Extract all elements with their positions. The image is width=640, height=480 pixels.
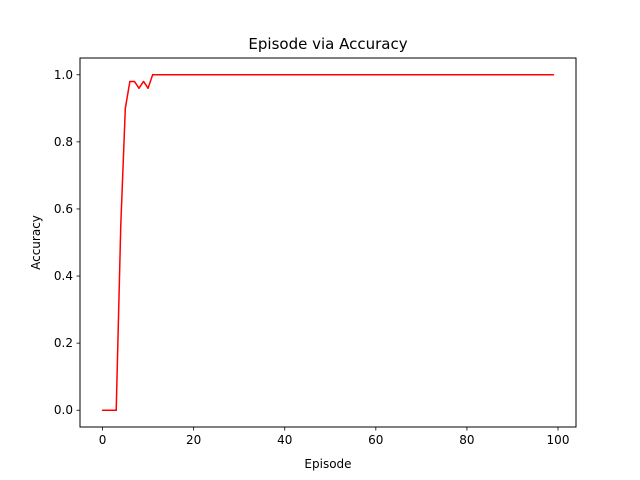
plot-area [101,74,555,411]
y-tick-label: 0.8 [54,135,73,149]
data-point [552,74,555,76]
data-point [142,80,145,83]
x-tick-label: 100 [547,433,570,447]
x-tick-label: 60 [368,433,383,447]
y-tick-label: 0.2 [54,336,73,350]
data-point [101,409,104,411]
data-point [110,409,113,411]
data-point [124,107,127,110]
x-axis-label: Episode [304,457,351,471]
data-point [120,224,122,227]
y-tick-label: 0.6 [54,202,73,216]
y-tick-label: 0.0 [54,403,73,417]
x-tick-label: 40 [277,433,292,447]
data-point [129,80,131,83]
data-point [138,87,140,89]
data-point [151,74,154,76]
x-tick-label: 20 [186,433,201,447]
x-axis: 0 20 40 60 80 100 [99,427,570,447]
y-axis: 0.0 0.2 0.4 0.6 0.8 1.0 [54,68,80,417]
data-point [115,409,117,411]
y-axis-label: Accuracy [29,215,43,270]
x-tick-label: 80 [459,433,474,447]
y-tick-label: 0.4 [54,269,73,283]
data-point [133,80,136,83]
y-tick-label: 1.0 [54,68,73,82]
data-point [106,409,108,411]
chart-title: Episode via Accuracy [248,35,407,53]
axes-frame [79,57,577,428]
x-tick-label: 0 [99,433,107,447]
data-point [147,87,149,89]
